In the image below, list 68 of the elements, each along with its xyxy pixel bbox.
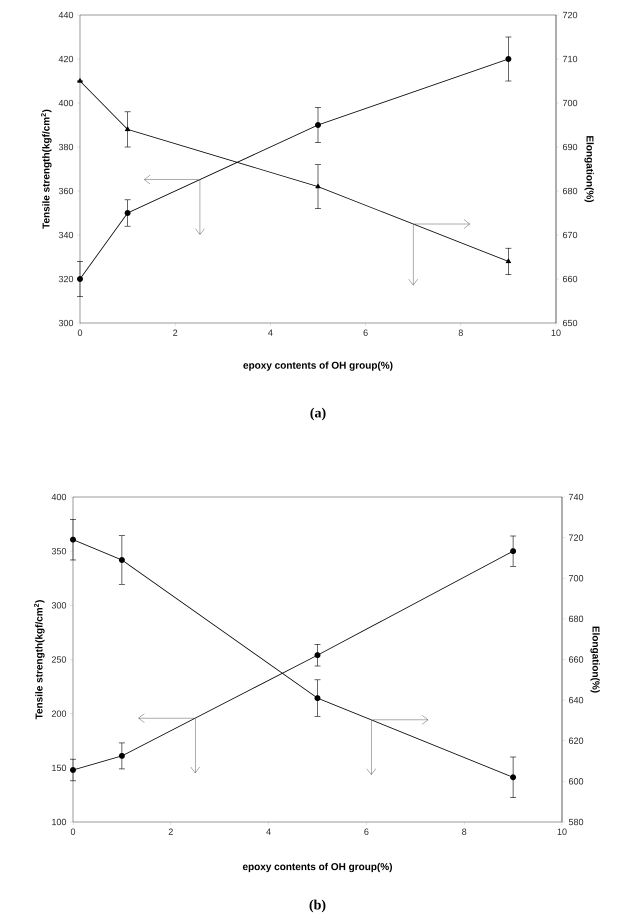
- y2-tick-label: 620: [568, 738, 584, 744]
- point: [118, 752, 125, 759]
- y2-axis-title: Elongation(%): [590, 626, 600, 693]
- y2-tick-label: 660: [568, 656, 584, 663]
- y-tick-label: 100: [52, 818, 66, 826]
- point: [314, 695, 320, 702]
- point: [510, 774, 516, 780]
- y2-tick-label: 600: [568, 778, 584, 785]
- y-tick-label: 380: [58, 144, 74, 150]
- point: [70, 536, 76, 543]
- y2-tick-label: 700: [562, 100, 578, 106]
- y-tick-label: 300: [52, 602, 66, 609]
- y2-tick-label: 670: [562, 232, 578, 238]
- point: [124, 126, 130, 132]
- y-tick-label: 340: [58, 232, 74, 238]
- y-tick-label: 400: [52, 494, 66, 500]
- y2-axis-title: Elongation(%): [584, 136, 594, 202]
- y2-tick-label: 720: [568, 534, 584, 541]
- y-tick-label: 250: [52, 656, 66, 663]
- y-tick-label: 420: [58, 56, 74, 62]
- text: (b): [310, 900, 326, 912]
- point: [77, 78, 83, 83]
- text: (a): [310, 408, 326, 420]
- y2-tick-label: 700: [568, 575, 584, 582]
- y-tick-label: 350: [52, 548, 66, 554]
- y-tick-label: 200: [52, 710, 66, 717]
- y-tick-label: 400: [58, 100, 74, 106]
- y-tick-label: 440: [58, 12, 74, 18]
- y-tick-label: 320: [58, 276, 74, 282]
- y2-tick-label: 680: [562, 188, 578, 194]
- point: [315, 184, 321, 188]
- y-tick-label: 300: [58, 320, 74, 326]
- y-tick-label: 360: [58, 188, 74, 194]
- point: [510, 548, 516, 554]
- y2-tick-label: 580: [568, 818, 584, 826]
- x-tick-label: 6: [364, 828, 369, 835]
- x-tick-label: 2: [168, 828, 173, 835]
- point: [118, 556, 125, 563]
- y2-tick-label: 740: [568, 494, 584, 500]
- y-axis-title: Tensile strength(kgf/cm$^{2}$): [40, 110, 52, 229]
- y2-tick-label: 690: [562, 144, 578, 150]
- x-tick-label: 10: [558, 828, 567, 835]
- x-tick-label: 8: [462, 828, 466, 835]
- y-axis-title: Tensile strength(kgf/cm$^{2}$): [34, 600, 45, 720]
- y2-tick-label: 650: [562, 320, 578, 326]
- point: [76, 276, 83, 282]
- x-tick-label: 0: [78, 330, 82, 336]
- x-tick-label: 10: [552, 330, 561, 336]
- x-tick-label: 6: [364, 330, 368, 336]
- y2-tick-label: 720: [562, 12, 578, 18]
- x-axis-title: epoxy contents of OH group(%): [242, 862, 392, 872]
- x-tick-label: 4: [268, 330, 273, 336]
- point: [314, 652, 320, 658]
- y2-tick-label: 710: [562, 56, 578, 62]
- y2-tick-label: 640: [568, 696, 584, 704]
- x-axis-title: epoxy contents of OH group(%): [243, 361, 392, 371]
- point: [124, 210, 131, 216]
- x-tick-label: 0: [70, 828, 76, 835]
- point: [70, 767, 76, 774]
- point: [506, 258, 512, 264]
- point: [314, 122, 321, 128]
- y2-tick-label: 680: [568, 616, 584, 622]
- y2-tick-label: 660: [562, 276, 578, 282]
- point: [505, 56, 512, 62]
- x-tick-label: 2: [173, 330, 178, 336]
- y-tick-label: 150: [52, 764, 66, 772]
- x-tick-label: 8: [458, 330, 463, 336]
- x-tick-label: 4: [266, 828, 271, 835]
